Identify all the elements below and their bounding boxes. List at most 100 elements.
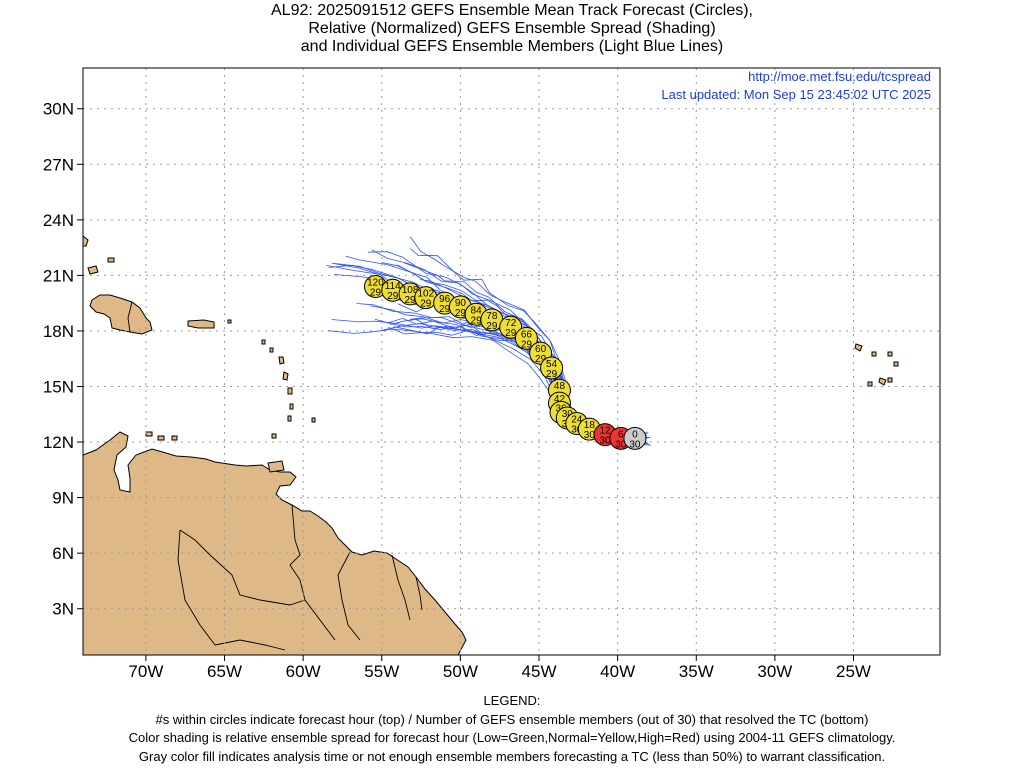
y-tick-label: 18N	[43, 322, 74, 341]
circle-shape	[623, 426, 647, 450]
forecast-hour: 30	[562, 409, 574, 420]
ensemble-member-tracks	[326, 236, 651, 447]
land-masses	[83, 235, 899, 655]
lesser-antilles	[227, 319, 316, 439]
legend-heading: LEGEND:	[483, 693, 541, 708]
member-count: 29	[535, 354, 547, 365]
member-count: 29	[387, 291, 399, 302]
islet-2	[107, 257, 115, 263]
hispaniola-island	[89, 294, 153, 335]
y-tick-label: 12N	[43, 433, 74, 452]
axis-ticks: 70W 65W 60W 55W 50W 45W 40W 35W 30W 25W 3N 6N 9N 12N 1…	[43, 100, 871, 681]
x-tick-label: 70W	[128, 662, 163, 681]
forecast-hour: 120	[367, 278, 384, 289]
forecast-hour: 66	[521, 329, 533, 340]
forecast-hour: 42	[554, 394, 566, 405]
member-count: 30	[584, 430, 596, 441]
member-count: 29	[420, 299, 432, 310]
forecast-hour: 108	[402, 285, 419, 296]
member-count: 29	[546, 369, 558, 380]
y-tick-label: 21N	[43, 266, 74, 285]
x-tick-label: 50W	[443, 662, 478, 681]
forecast-hour: 0	[632, 429, 638, 440]
member-track	[403, 262, 647, 439]
y-tick-label: 27N	[43, 155, 74, 174]
plot-frame	[82, 67, 941, 656]
y-tick-label: 9N	[52, 489, 74, 508]
member-count: 29	[405, 295, 417, 306]
forecast-hour: 60	[535, 344, 547, 355]
member-track	[371, 249, 648, 439]
member-count: 29	[486, 321, 498, 332]
forecast-circle: 030	[623, 426, 647, 450]
member-count: 29	[471, 315, 483, 326]
forecast-hour: 102	[417, 289, 434, 300]
member-count: 29	[505, 328, 517, 339]
lat-lon-grid	[83, 68, 940, 655]
x-tick-label: 35W	[679, 662, 714, 681]
circle-shape	[540, 356, 564, 380]
country-borders	[127, 301, 423, 651]
member-count: 30	[629, 439, 641, 450]
legend-line-2: Color shading is relative ensemble sprea…	[128, 730, 896, 745]
x-tick-label: 55W	[364, 662, 399, 681]
cape-verde-islands	[854, 343, 899, 387]
x-tick-label: 60W	[286, 662, 321, 681]
last-updated: Last updated: Mon Sep 15 23:45:02 UTC 20…	[661, 87, 931, 102]
y-tick-label: 30N	[43, 100, 74, 119]
forecast-hour: 6	[618, 429, 624, 440]
legend: LEGEND: #s within circles indicate forec…	[0, 692, 1024, 766]
forecast-hour: 114	[385, 281, 401, 292]
circle-shape	[514, 326, 538, 350]
member-count: 29	[370, 288, 382, 299]
y-tick-label: 15N	[43, 377, 74, 396]
member-count: 30	[599, 436, 611, 447]
forecast-hour: 18	[584, 420, 596, 431]
forecast-hour: 12	[599, 426, 611, 437]
y-tick-label: 6N	[52, 544, 74, 563]
source-url[interactable]: http://moe.met.fsu.edu/tcspread	[748, 69, 931, 84]
title-line-2: Relative (Normalized) GEFS Ensemble Spre…	[308, 20, 716, 37]
title-line-1: AL92: 2025091512 GEFS Ensemble Mean Trac…	[271, 2, 753, 19]
islet-1	[87, 265, 99, 275]
x-tick-label: 65W	[207, 662, 242, 681]
member-count: 29	[521, 339, 533, 350]
mean-track-path	[375, 286, 635, 439]
forecast-hour: 48	[554, 381, 566, 392]
forecast-hour: 72	[505, 318, 517, 329]
member-count: 29	[439, 304, 451, 315]
member-track	[397, 303, 648, 446]
legend-line-3: Gray color fill indicates analysis time …	[138, 748, 886, 764]
y-tick-label: 3N	[52, 600, 74, 619]
mean-track-line	[375, 286, 635, 439]
abc-islands	[145, 431, 178, 441]
cuba-fragment	[83, 235, 89, 247]
x-tick-label: 40W	[600, 662, 635, 681]
forecast-hour: 54	[546, 359, 558, 370]
circle-shape	[499, 315, 523, 339]
chart-title: AL92: 2025091512 GEFS Ensemble Mean Trac…	[0, 2, 1024, 56]
y-tick-label: 24N	[43, 211, 74, 230]
forecast-hour: 78	[486, 311, 498, 322]
x-tick-label: 45W	[522, 662, 557, 681]
x-tick-label: 30W	[757, 662, 792, 681]
member-count: 29	[455, 308, 467, 319]
forecast-hour: 90	[455, 298, 467, 309]
title-line-3: and Individual GEFS Ensemble Members (Li…	[300, 38, 724, 55]
member-count: 30	[571, 425, 583, 436]
forecast-hour: 84	[471, 305, 483, 316]
legend-line-1: #s within circles indicate forecast hour…	[155, 711, 869, 727]
forecast-hour: 96	[439, 294, 451, 305]
member-count: 30	[615, 439, 627, 450]
trinidad-island	[267, 460, 285, 473]
forecast-hour: 24	[571, 415, 583, 426]
x-tick-label: 25W	[836, 662, 871, 681]
puerto-rico-island	[187, 319, 215, 329]
